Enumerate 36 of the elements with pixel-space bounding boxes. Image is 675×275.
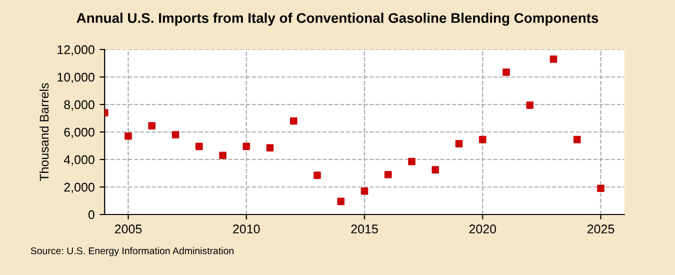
x-tick-label: 2025 [587, 224, 614, 234]
point [408, 158, 416, 166]
point [502, 68, 510, 76]
point [148, 122, 156, 130]
y-tick-label: 4,000 [64, 155, 94, 166]
y-tick-label: 8,000 [64, 100, 94, 111]
point [242, 142, 250, 150]
y-tick-label: 10,000 [58, 72, 94, 84]
x-tick-label: 2015 [351, 224, 378, 234]
point [360, 187, 368, 195]
point [314, 172, 321, 179]
x-tick-label: 2010 [233, 224, 260, 234]
x-tick-label: 2005 [114, 224, 142, 234]
source-note: Source: U.S. Energy Information Administration [30, 247, 234, 256]
x-tick-label: 2020 [469, 224, 496, 234]
point [526, 102, 534, 109]
point [124, 132, 132, 140]
point [290, 117, 298, 125]
point [384, 170, 392, 178]
point [550, 55, 558, 63]
y-tick-label: 6,000 [64, 128, 94, 138]
point [432, 166, 440, 174]
point [195, 142, 203, 150]
y-tick-label: 2,000 [64, 182, 94, 194]
point [455, 140, 463, 148]
point [172, 131, 180, 138]
y-tick-label: 12,000 [58, 45, 94, 56]
point [266, 144, 274, 152]
y-tick-label: 0 [88, 210, 94, 220]
chart-title: Annual U.S. Imports from Italy of Conventional Gasoline Blending Components [76, 12, 598, 26]
point [219, 152, 226, 160]
point [337, 198, 345, 206]
point [597, 184, 604, 192]
point [573, 136, 581, 144]
point [478, 136, 486, 144]
y-axis-title: Thousand Barrels [39, 83, 49, 182]
